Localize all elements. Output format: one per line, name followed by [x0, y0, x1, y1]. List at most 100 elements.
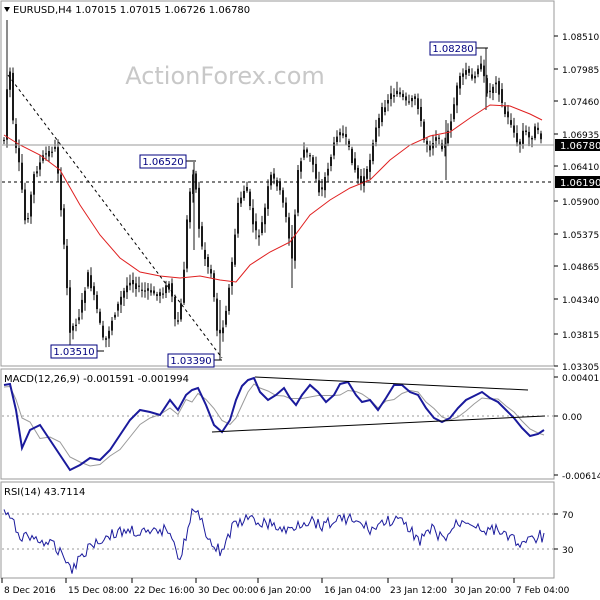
swing-label-103510: 1.03510	[50, 344, 104, 359]
candle-body	[285, 202, 287, 217]
candle-body	[456, 85, 458, 106]
candle-body	[327, 168, 329, 176]
candle-body	[321, 187, 323, 190]
time-tick-label: 30 Jan 20:00	[454, 586, 511, 596]
candle-body	[156, 294, 158, 296]
candle-body	[255, 221, 257, 231]
candle-body	[303, 149, 305, 158]
time-tick-label: 22 Dec 16:00	[134, 586, 195, 596]
moving-average-line	[3, 104, 543, 283]
candle-body	[162, 293, 164, 295]
candle-body	[528, 131, 530, 138]
svg-text:1.03390: 1.03390	[170, 356, 211, 367]
candle-body	[381, 107, 383, 123]
candle-body	[333, 142, 335, 156]
candle-body	[189, 191, 191, 223]
candle-body	[99, 311, 101, 323]
macd-main-line	[3, 376, 545, 472]
macd-lower-trendline	[211, 415, 546, 433]
candle-body	[501, 89, 503, 103]
candle-body	[78, 317, 80, 321]
candle-body	[249, 191, 251, 206]
candle-body	[180, 303, 182, 320]
candle-body	[51, 151, 53, 153]
svg-text:1.06780: 1.06780	[560, 141, 600, 152]
candle-body	[240, 197, 242, 204]
current-price-tag: 1.06780	[555, 139, 600, 152]
candle-body	[408, 101, 410, 103]
candle-body	[108, 330, 110, 339]
candle-body	[438, 137, 440, 139]
candle-body	[351, 148, 353, 163]
candle-body	[63, 208, 65, 245]
rsi-axis: 70 30	[554, 511, 574, 556]
candle-body	[114, 314, 116, 318]
time-tick-label: 15 Dec 08:00	[68, 586, 129, 596]
candle-body	[369, 159, 371, 172]
candle-body	[360, 175, 362, 184]
candle-body	[318, 180, 320, 193]
candle-body	[27, 218, 29, 220]
price-panel-frame	[0, 0, 555, 367]
svg-text:1.06190: 1.06190	[560, 178, 600, 189]
dropdown-triangle-icon[interactable]	[4, 7, 10, 12]
candle-body	[306, 149, 308, 153]
time-tick-label: 6 Jan 20:00	[260, 586, 312, 596]
candle-body	[273, 173, 275, 179]
candle-body	[267, 186, 269, 209]
candle-body	[159, 292, 161, 296]
candle-body	[348, 140, 350, 147]
price-axis: 1.08510 1.07985 1.07460 1.06935 1.06410 1.059…	[554, 33, 599, 373]
candle-body	[492, 86, 494, 93]
candle-body	[489, 90, 491, 92]
svg-text:1.03510: 1.03510	[53, 347, 94, 358]
candle-body	[378, 117, 380, 129]
price-tick-label: 1.05900	[562, 198, 599, 208]
candle-body	[531, 137, 533, 140]
candle-body	[234, 234, 236, 265]
candle-body	[174, 297, 176, 320]
rsi-title: RSI(14) 43.7114	[4, 487, 85, 498]
macd-title: MACD(12,26,9) -0.001591 -0.001994	[4, 374, 189, 385]
candle-body	[237, 202, 239, 234]
candle-body	[90, 275, 92, 289]
time-tick-label: 7 Feb 04:00	[516, 586, 570, 596]
watermark: ActionForex.com	[125, 62, 325, 90]
candle-body	[312, 157, 314, 165]
candle-body	[261, 222, 263, 233]
candle-body	[426, 140, 428, 145]
candle-body	[198, 187, 200, 229]
level-price-tag: 1.06190	[555, 176, 600, 189]
candle-body	[402, 93, 404, 97]
candle-body	[87, 272, 89, 287]
candle-body	[246, 187, 248, 191]
candle-body	[375, 127, 377, 142]
candle-body	[297, 170, 299, 213]
candle-body	[513, 125, 515, 133]
price-tick-label: 1.04340	[562, 296, 599, 306]
candle-body	[519, 141, 521, 146]
candle-body	[39, 162, 41, 170]
candle-body	[393, 95, 395, 97]
candle-body	[81, 299, 83, 313]
candle-body	[504, 106, 506, 115]
candle-body	[24, 189, 26, 221]
candle-body	[405, 96, 407, 101]
candle-body	[420, 107, 422, 121]
candle-body	[252, 207, 254, 225]
macd-tick-label: 0.00	[562, 413, 582, 423]
candle-body	[498, 81, 500, 95]
candle-body	[48, 151, 50, 157]
rsi-tick-label: 70	[562, 511, 574, 521]
rsi-line	[3, 507, 545, 574]
candle-body	[93, 286, 95, 295]
swing-label-108280: 1.08280	[429, 41, 488, 56]
candle-body	[18, 148, 20, 163]
candle-body	[141, 289, 143, 291]
candle-body	[453, 104, 455, 120]
candle-body	[135, 283, 137, 289]
candle-body	[396, 90, 398, 95]
candle-body	[525, 130, 527, 132]
price-tick-label: 1.03305	[562, 363, 599, 373]
candle-body	[537, 127, 539, 131]
